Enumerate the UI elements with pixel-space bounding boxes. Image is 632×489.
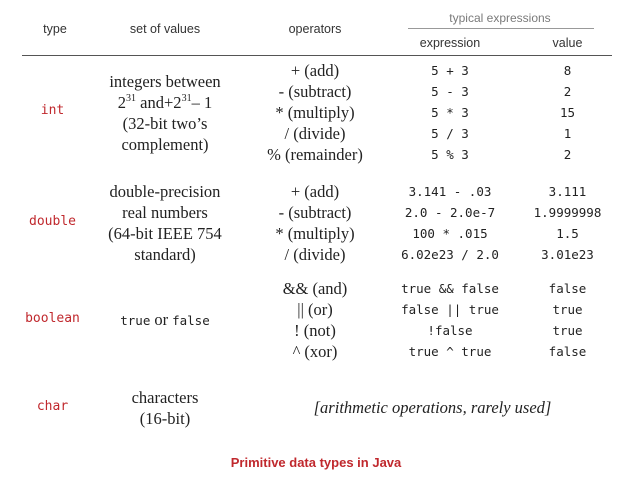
results-boolean: false true true false <box>520 278 615 362</box>
header-type: type <box>43 22 67 36</box>
values-boolean: true or false <box>95 310 235 330</box>
values-double-line: real numbers <box>122 203 208 222</box>
operators-boolean: && (and) || (or) ! (not) ^ (xor) <box>250 278 380 362</box>
expression-item: true && false <box>401 281 499 296</box>
values-boolean-or: or <box>154 310 169 329</box>
figure-caption: Primitive data types in Java <box>230 455 402 470</box>
header-set-of-values: set of values <box>129 22 201 36</box>
expression-item: 5 + 3 <box>431 63 469 78</box>
operator-item: - (subtract) <box>278 203 352 222</box>
expressions-double: 3.141 - .03 2.0 - 2.0e-7 100 * .015 6.02… <box>395 181 505 265</box>
operator-item: / (divide) <box>284 245 346 264</box>
type-boolean: boolean <box>25 311 80 326</box>
type-char: char <box>36 399 69 414</box>
values-int-line3: (32-bit two’s <box>122 114 208 133</box>
expression-item: true ^ true <box>408 344 492 359</box>
expression-item: 5 % 3 <box>431 147 469 162</box>
expression-item: 3.141 - .03 <box>408 184 492 199</box>
expression-item: 5 - 3 <box>431 84 469 99</box>
values-int-line4: complement) <box>121 135 209 154</box>
header-operators: operators <box>288 22 342 36</box>
expression-item: 100 * .015 <box>412 226 488 241</box>
result-item: true <box>552 323 583 338</box>
result-item: 2 <box>563 147 572 162</box>
type-int: int <box>40 103 65 118</box>
results-int: 8 2 15 1 2 <box>520 60 615 165</box>
values-double: double-precision real numbers (64-bit IE… <box>95 181 235 265</box>
result-item: 2 <box>563 84 572 99</box>
values-boolean-true: true <box>120 313 151 328</box>
values-double-line: double-precision <box>109 182 221 201</box>
expression-item: 5 * 3 <box>431 105 469 120</box>
header-expression: expression <box>419 36 481 50</box>
operator-item: && (and) <box>282 279 348 298</box>
expressions-boolean: true && false false || true !false true … <box>385 278 515 362</box>
values-int: integers between 231 and+231– 1 (32-bit … <box>95 71 235 155</box>
expression-item: 5 / 3 <box>431 126 469 141</box>
operators-double: + (add) - (subtract) * (multiply) / (div… <box>250 181 380 265</box>
header-rule <box>22 55 612 56</box>
result-item: 15 <box>559 105 576 120</box>
expression-item: false || true <box>401 302 499 317</box>
operator-item: ^ (xor) <box>292 342 338 361</box>
values-char-line: (16-bit) <box>139 409 191 428</box>
expression-item: 6.02e23 / 2.0 <box>401 247 499 262</box>
values-boolean-false: false <box>172 313 210 328</box>
result-item: 8 <box>563 63 572 78</box>
result-item: false <box>548 281 587 296</box>
operator-item: || (or) <box>297 300 333 319</box>
type-double: double <box>29 214 76 229</box>
result-item: 3.01e23 <box>541 247 594 262</box>
header-subrule <box>408 28 594 29</box>
result-item: 1.9999998 <box>533 205 602 220</box>
expressions-int: 5 + 3 5 - 3 5 * 3 5 / 3 5 % 3 <box>395 60 505 165</box>
char-note: [arithmetic operations, rarely used] <box>313 398 552 417</box>
values-char-line: characters <box>131 388 199 407</box>
values-int-line1: integers between <box>109 72 221 91</box>
operator-item: - (subtract) <box>278 82 352 101</box>
result-item: 3.111 <box>548 184 587 199</box>
operator-item: * (multiply) <box>275 103 355 122</box>
operators-int: + (add) - (subtract) * (multiply) / (div… <box>250 60 380 165</box>
operator-item: / (divide) <box>284 124 346 143</box>
operator-item: + (add) <box>290 61 340 80</box>
values-int-line2: 231 and+231– 1 <box>117 92 213 112</box>
header-typical-expressions: typical expressions <box>449 11 551 25</box>
expression-item: !false <box>427 323 473 338</box>
results-double: 3.111 1.9999998 1.5 3.01e23 <box>520 181 615 265</box>
values-double-line: standard) <box>134 245 196 264</box>
result-item: true <box>552 302 583 317</box>
operator-item: * (multiply) <box>275 224 355 243</box>
result-item: 1.5 <box>556 226 579 241</box>
values-char: characters (16-bit) <box>95 387 235 429</box>
operator-item: ! (not) <box>294 321 336 340</box>
result-item: false <box>548 344 587 359</box>
values-double-line: (64-bit IEEE 754 <box>108 224 222 243</box>
header-value: value <box>552 36 583 50</box>
operator-item: + (add) <box>290 182 340 201</box>
result-item: 1 <box>563 126 572 141</box>
operator-item: % (remainder) <box>267 145 363 164</box>
expression-item: 2.0 - 2.0e-7 <box>404 205 496 220</box>
